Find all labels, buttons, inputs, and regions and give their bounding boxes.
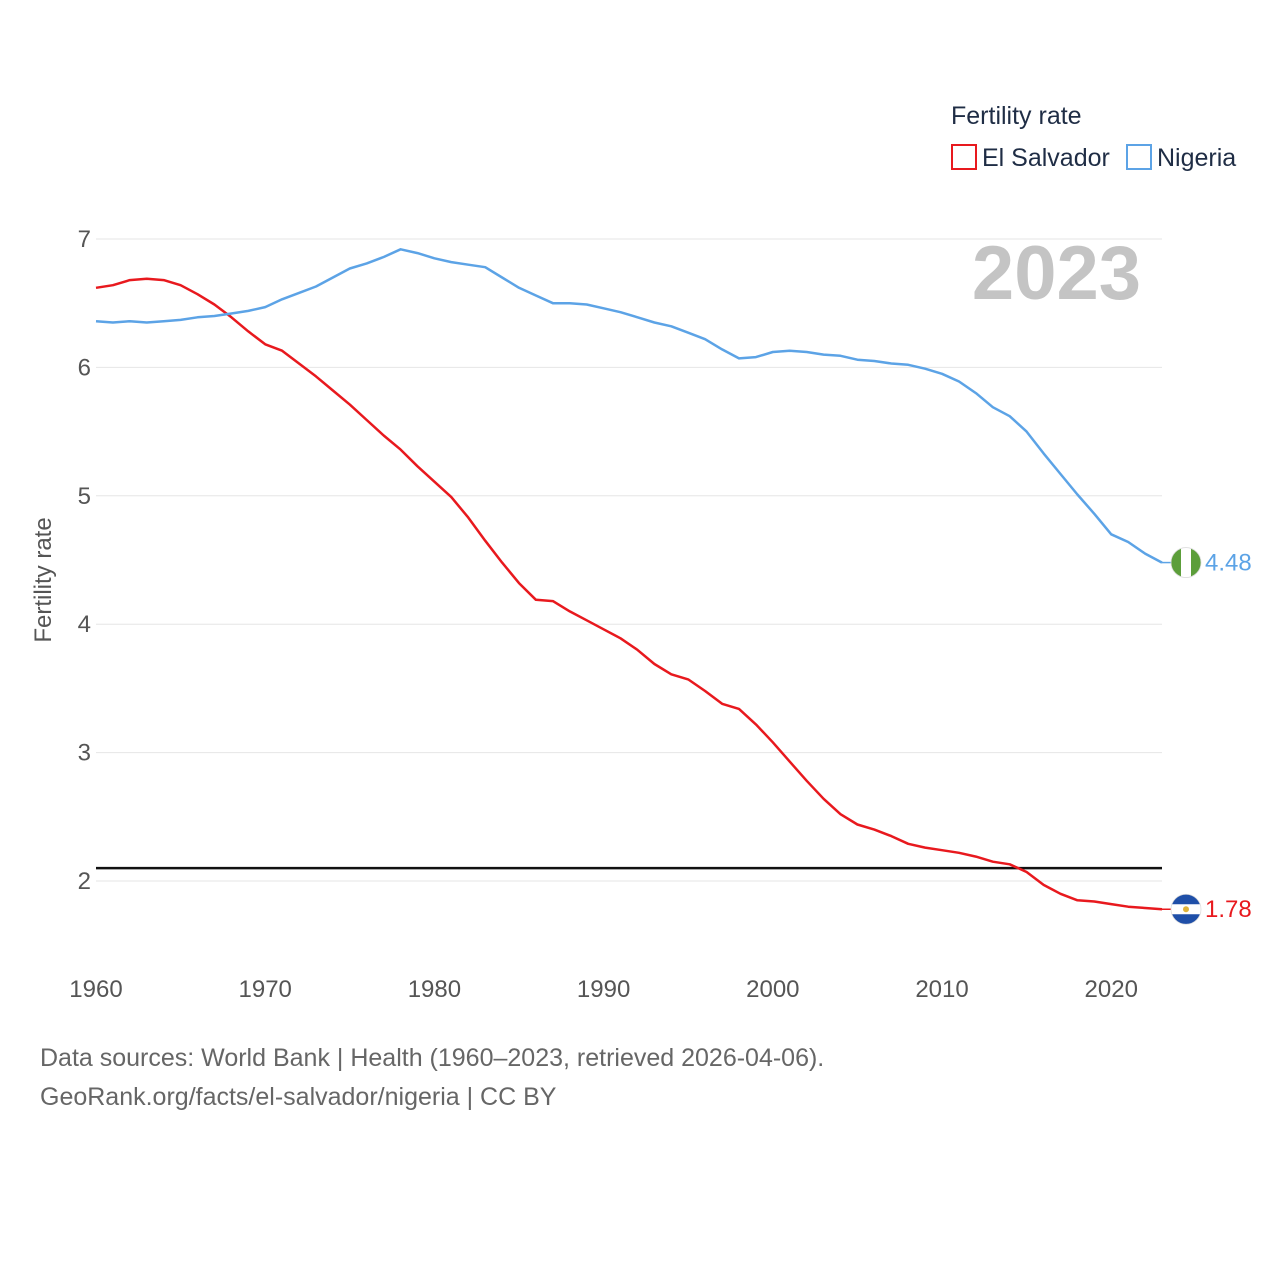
- series-line-nigeria[interactable]: [95, 248, 1163, 564]
- current-year-label: 2023: [972, 231, 1141, 316]
- y-axis-ticks: 2 3 4 5 6 7: [78, 226, 91, 895]
- y-tick-label: 4: [78, 611, 91, 638]
- x-tick-label: 2020: [1085, 976, 1138, 1003]
- y-tick-label: 5: [78, 483, 91, 510]
- x-tick-label: 1970: [239, 976, 292, 1003]
- x-axis-ticks: 1960 1970 1980 1990 2000 2010 2020: [69, 976, 1138, 1003]
- end-value-label: 4.48: [1205, 550, 1252, 577]
- series-line-el-salvador[interactable]: [95, 277, 1163, 911]
- grid-lines: [96, 238, 1162, 882]
- series-lines: [95, 248, 1163, 911]
- y-tick-label: 7: [78, 226, 91, 253]
- y-axis-title: Fertility rate: [30, 517, 57, 642]
- legend-title: Fertility rate: [951, 102, 1082, 130]
- x-tick-label: 2000: [746, 976, 799, 1003]
- legend-label-el-salvador: El Salvador: [982, 144, 1110, 172]
- legend: Fertility rate El Salvador Nigeria: [951, 102, 1236, 172]
- x-tick-label: 1990: [577, 976, 630, 1003]
- x-tick-label: 2010: [915, 976, 968, 1003]
- legend-swatch-nigeria: [1126, 144, 1152, 170]
- x-tick-label: 1960: [69, 976, 122, 1003]
- end-value-label: 1.78: [1205, 896, 1252, 923]
- legend-item-nigeria[interactable]: Nigeria: [1126, 144, 1236, 172]
- data-source-note: Data sources: World Bank | Health (1960–…: [40, 1044, 825, 1072]
- end-markers: 1.78 4.48: [1162, 547, 1252, 925]
- nigeria-flag-icon: [1170, 547, 1202, 578]
- x-tick-label: 1980: [408, 976, 461, 1003]
- attribution-link[interactable]: GeoRank.org/facts/el-salvador/nigeria | …: [40, 1083, 557, 1111]
- legend-swatch-el-salvador: [951, 144, 977, 170]
- legend-item-el-salvador[interactable]: El Salvador: [951, 144, 1110, 172]
- y-tick-label: 2: [78, 868, 91, 895]
- y-tick-label: 6: [78, 354, 91, 381]
- legend-label-nigeria: Nigeria: [1157, 144, 1236, 172]
- el-salvador-flag-icon: [1170, 893, 1202, 925]
- y-tick-label: 3: [78, 740, 91, 767]
